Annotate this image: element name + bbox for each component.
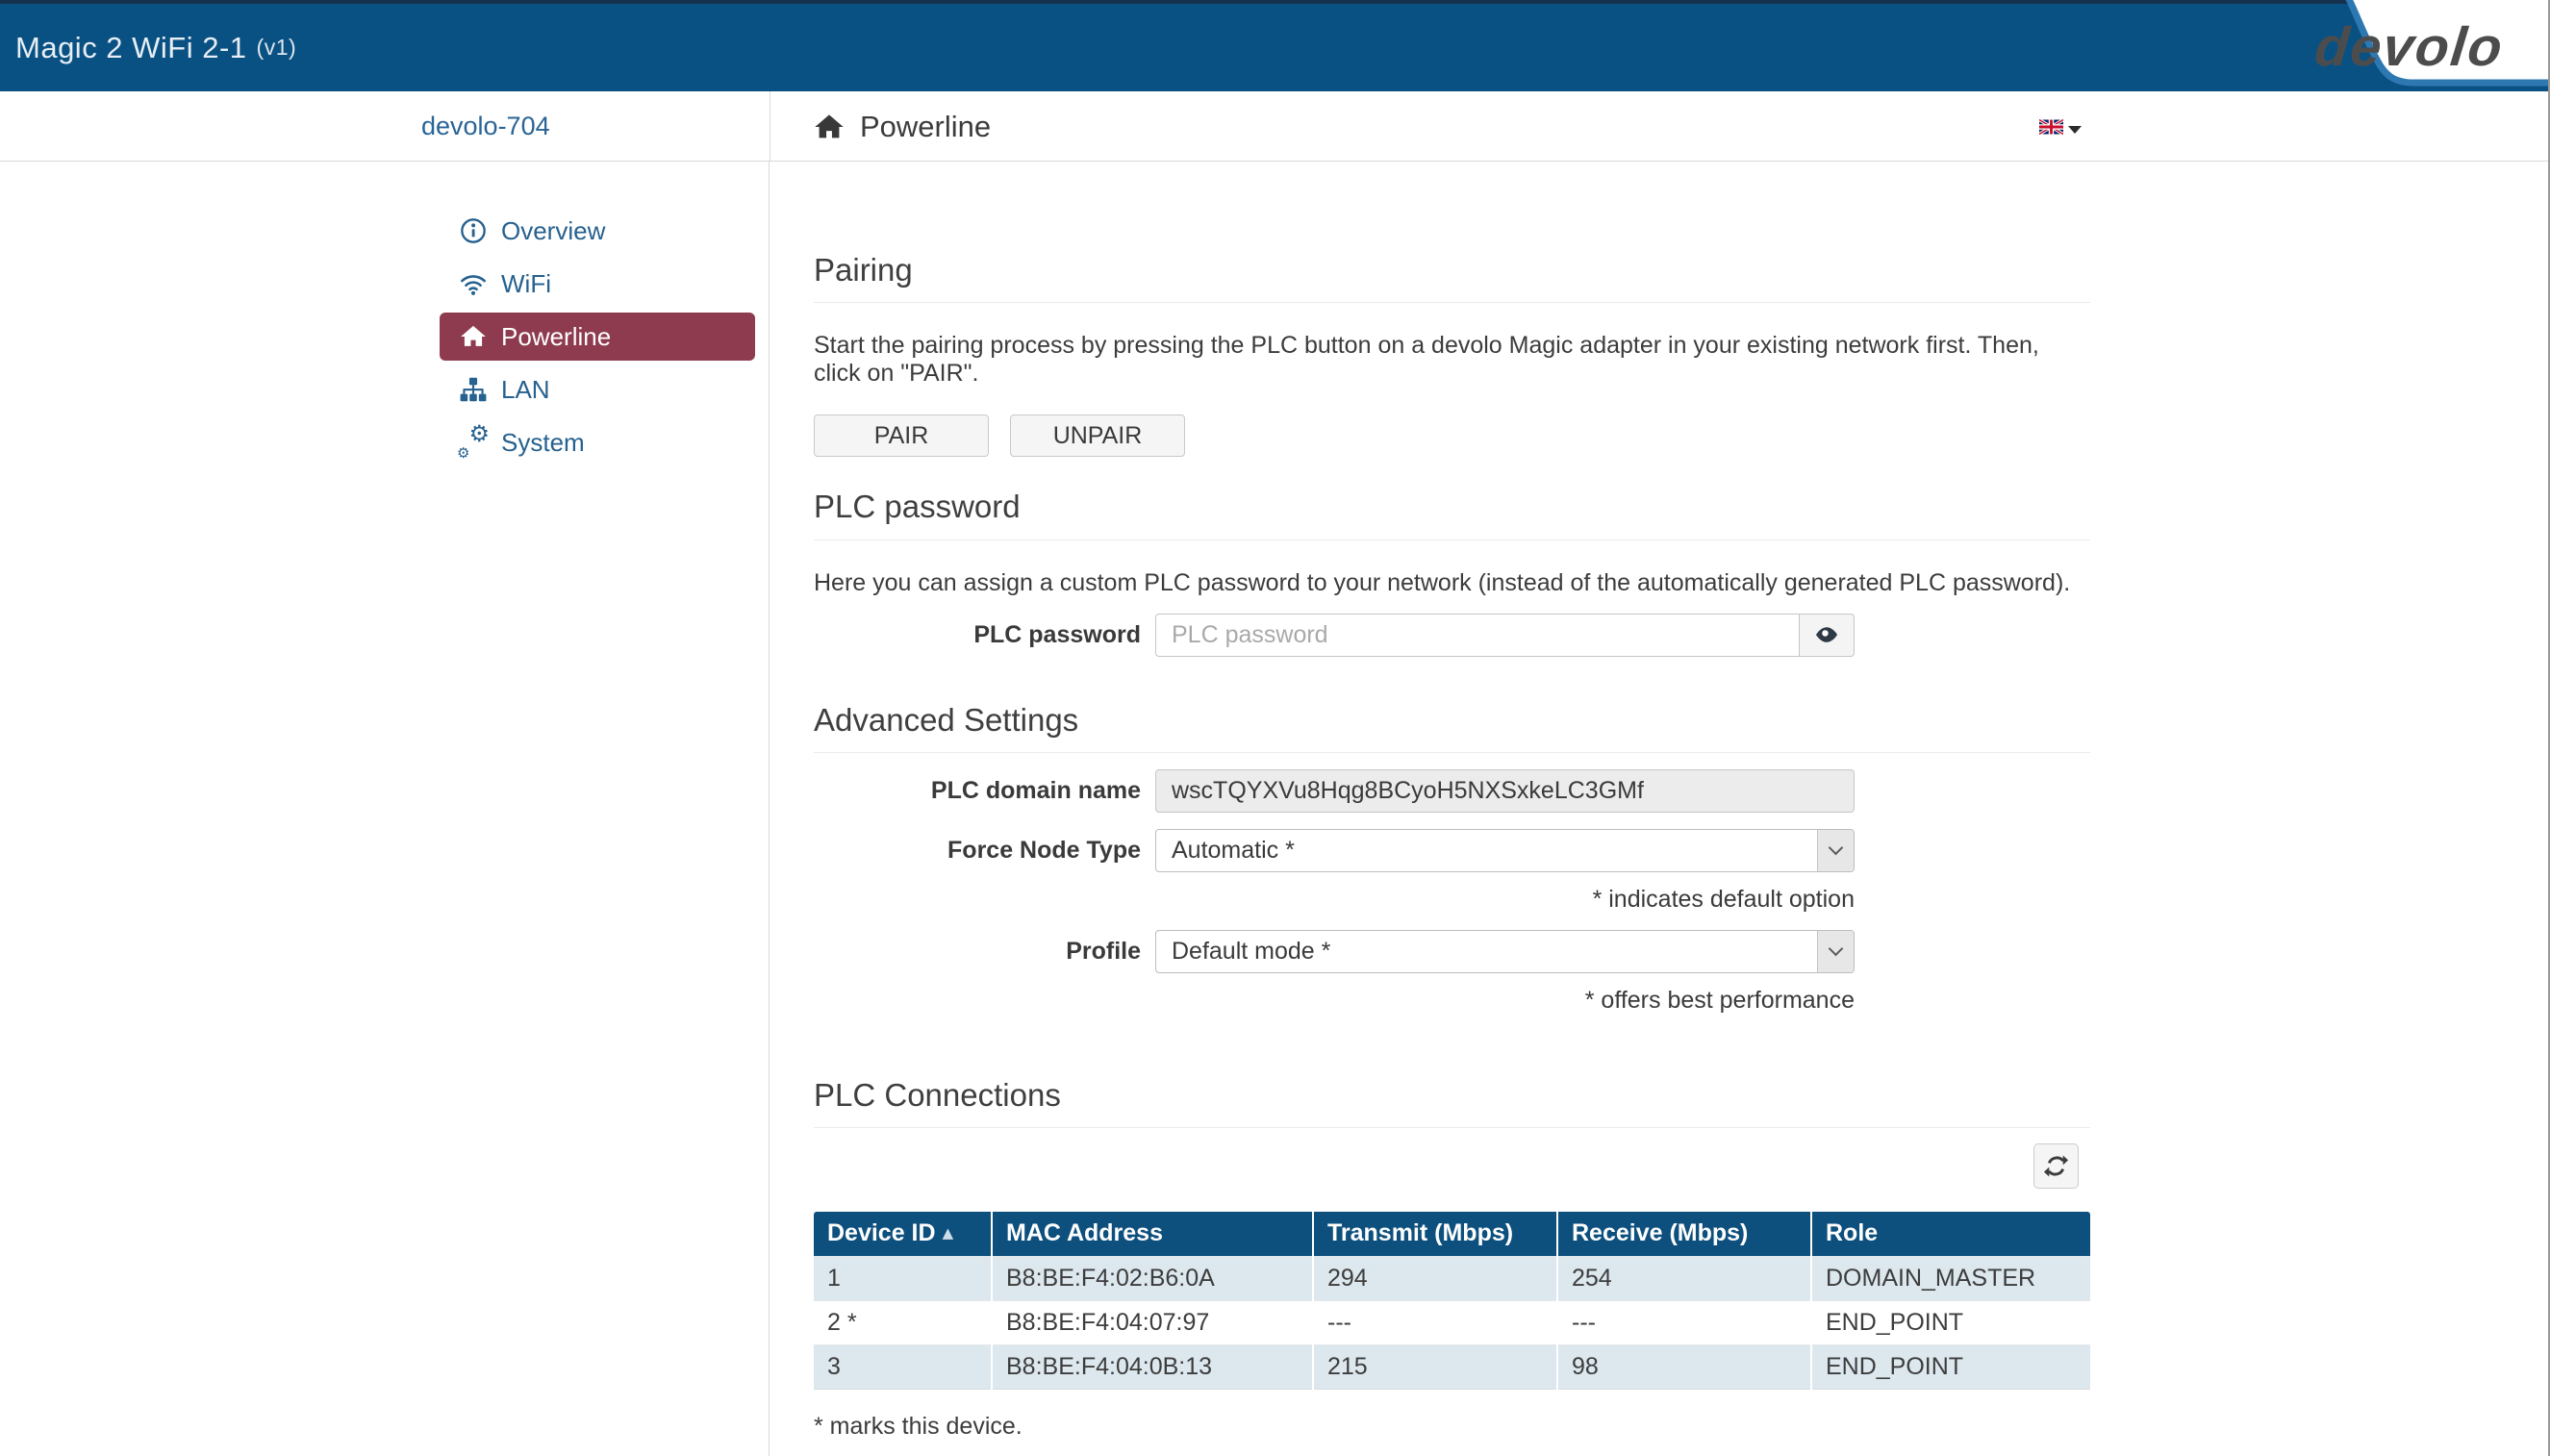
- plc-password-group: [1155, 613, 1855, 657]
- column-header-device-id[interactable]: Device ID ▲: [814, 1212, 992, 1257]
- cell-transmit: 294: [1312, 1255, 1557, 1301]
- brand-logo-panel: devolo: [2252, 0, 2550, 95]
- plc-password-row: PLC password: [814, 613, 2090, 657]
- select-dropdown-button: [1817, 829, 1854, 871]
- home-icon: [815, 113, 844, 138]
- cell-transmit: 215: [1312, 1343, 1557, 1390]
- force-node-label: Force Node Type: [947, 836, 1141, 864]
- profile-label: Profile: [1066, 937, 1141, 965]
- plc-domain-row: PLC domain name: [814, 768, 2090, 813]
- force-node-selected-value: Automatic *: [1172, 836, 1295, 864]
- connections-section-title: PLC Connections: [814, 1077, 2090, 1129]
- page-title: Powerline: [814, 91, 991, 162]
- table-header-row: Device ID ▲ MAC Address Transmit (Mbps) R…: [814, 1212, 2090, 1257]
- wifi-icon: [459, 269, 488, 298]
- chevron-down-icon: [2068, 125, 2082, 134]
- refresh-icon: [2043, 1155, 2069, 1177]
- table-row: 1 B8:BE:F4:02:B6:0A 294 254 DOMAIN_MASTE…: [814, 1255, 2090, 1301]
- plc-password-section-title: PLC password: [814, 490, 2090, 540]
- cell-device-id: 3: [814, 1343, 992, 1390]
- sidebar-item-label: WiFi: [501, 268, 551, 298]
- column-header-mac-address[interactable]: MAC Address: [991, 1212, 1313, 1257]
- device-name: devolo-704: [421, 112, 550, 140]
- cell-mac-address: B8:BE:F4:04:07:97: [991, 1299, 1313, 1345]
- sort-ascending-icon: ▲: [942, 1224, 954, 1243]
- main-content: Pairing Start the pairing process by pre…: [814, 162, 2090, 1441]
- cell-receive: 254: [1556, 1255, 1811, 1301]
- cell-device-id: 2 *: [814, 1299, 992, 1345]
- cell-role: END_POINT: [1810, 1299, 2090, 1345]
- subheader: devolo-704 Powerline: [0, 91, 2550, 162]
- titlebar: Magic 2 WiFi 2-1 (v1) devolo: [0, 0, 2550, 91]
- cell-role: END_POINT: [1810, 1343, 2090, 1390]
- logo-panel-shape: [2345, 0, 2550, 87]
- sidebar-item-label: System: [501, 427, 585, 457]
- cell-role: DOMAIN_MASTER: [1810, 1255, 2090, 1301]
- uk-flag-icon: [2039, 117, 2063, 136]
- app-title-text: Magic 2 WiFi 2-1: [15, 30, 247, 64]
- cell-device-id: 1: [814, 1255, 992, 1301]
- force-node-select[interactable]: Automatic *: [1155, 828, 1855, 872]
- table-row: 3 B8:BE:F4:04:0B:13 215 98 END_POINT: [814, 1343, 2090, 1390]
- cell-mac-address: B8:BE:F4:04:0B:13: [991, 1343, 1313, 1390]
- connections-toolbar: [814, 1143, 2090, 1190]
- pairing-description: Start the pairing process by pressing th…: [814, 332, 2039, 388]
- sidebar-item-label: LAN: [501, 374, 550, 404]
- profile-selected-value: Default mode *: [1172, 937, 1331, 965]
- devolo-logo: devolo: [2311, 16, 2508, 78]
- show-password-button[interactable]: [1800, 613, 1855, 657]
- plc-password-input[interactable]: [1155, 613, 1800, 657]
- profile-select[interactable]: Default mode *: [1155, 929, 1855, 973]
- pairing-buttons: PAIR UNPAIR: [814, 414, 2090, 458]
- advanced-section-title: Advanced Settings: [814, 702, 2090, 753]
- force-node-hint: * indicates default option: [1592, 885, 1855, 913]
- home-icon: [459, 322, 488, 351]
- column-header-transmit[interactable]: Transmit (Mbps): [1312, 1212, 1557, 1257]
- plc-password-description: Here you can assign a custom PLC passwor…: [814, 568, 2071, 596]
- sidebar: Overview WiFi: [0, 162, 770, 1456]
- refresh-button[interactable]: [2033, 1143, 2079, 1190]
- cell-transmit: ---: [1312, 1299, 1557, 1345]
- sidebar-item-label: Powerline: [501, 321, 612, 351]
- force-node-row: Force Node Type Automatic *: [814, 828, 2090, 872]
- column-header-receive[interactable]: Receive (Mbps): [1556, 1212, 1811, 1257]
- lan-icon: [459, 375, 488, 404]
- table-footnote: * marks this device.: [814, 1412, 1023, 1440]
- chevron-down-icon: [1828, 840, 1844, 856]
- column-header-role[interactable]: Role: [1810, 1212, 2090, 1257]
- cell-receive: 98: [1556, 1343, 1811, 1390]
- table-row: 2 * B8:BE:F4:04:07:97 --- --- END_POINT: [814, 1299, 2090, 1345]
- cell-receive: ---: [1556, 1299, 1811, 1345]
- profile-row: Profile Default mode *: [814, 929, 2090, 973]
- plc-password-label: PLC password: [973, 620, 1141, 648]
- app-title: Magic 2 WiFi 2-1 (v1): [15, 4, 296, 91]
- chevron-down-icon: [1828, 941, 1844, 957]
- select-dropdown-button: [1817, 930, 1854, 972]
- sidebar-item-wifi[interactable]: WiFi: [440, 260, 755, 308]
- sidebar-item-system[interactable]: ⚙ ⚙ System: [440, 418, 755, 466]
- gears-icon: ⚙ ⚙: [457, 420, 490, 462]
- sidebar-item-overview[interactable]: Overview: [440, 207, 755, 255]
- info-icon: [459, 216, 488, 245]
- pairing-section-title: Pairing: [814, 252, 2090, 304]
- cell-mac-address: B8:BE:F4:02:B6:0A: [991, 1255, 1313, 1301]
- sidebar-item-lan[interactable]: LAN: [440, 365, 755, 414]
- plc-domain-label: PLC domain name: [930, 776, 1141, 804]
- sidebar-menu: Overview WiFi: [440, 207, 755, 471]
- eye-icon: [1815, 627, 1838, 642]
- pair-button[interactable]: PAIR: [814, 414, 989, 458]
- plc-domain-input: [1155, 768, 1855, 813]
- sidebar-item-label: Overview: [501, 215, 606, 245]
- plc-connections-table: Device ID ▲ MAC Address Transmit (Mbps) R…: [814, 1212, 2090, 1390]
- unpair-button[interactable]: UNPAIR: [1010, 414, 1185, 458]
- app-version: (v1): [256, 35, 297, 60]
- page-title-text: Powerline: [860, 109, 992, 143]
- language-selector[interactable]: [2039, 91, 2082, 162]
- sidebar-item-powerline[interactable]: Powerline: [440, 313, 755, 361]
- profile-hint: * offers best performance: [1584, 986, 1855, 1014]
